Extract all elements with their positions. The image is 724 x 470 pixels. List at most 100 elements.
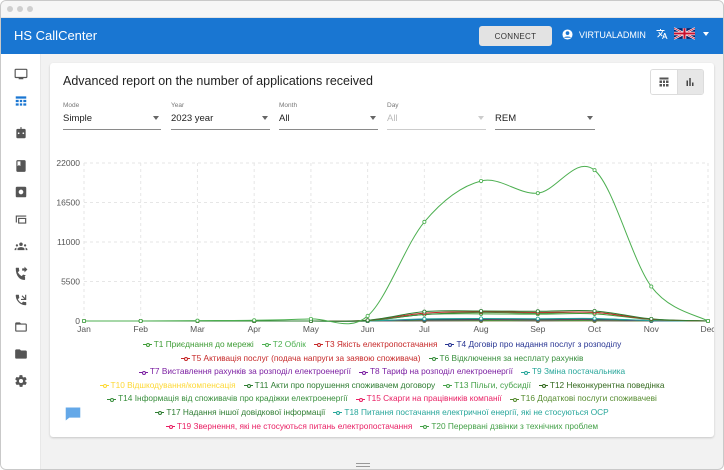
legend-marker-icon (538, 384, 548, 389)
x-tick-label: Sep (530, 324, 545, 334)
legend-label: T10 Відшкодування/компенсація (110, 379, 236, 390)
chart-view-button[interactable] (676, 70, 703, 94)
legend-item[interactable]: T1 Приєднання до мережі (142, 338, 254, 352)
legend-label: T18 Питання постачання електричної енерг… (344, 406, 609, 417)
legend-item[interactable]: T9 Зміна постачальника (520, 365, 626, 379)
legend-label: T20 Перервані дзвінки з технічних пробле… (431, 420, 599, 431)
legend-item[interactable]: T17 Надання іншої довідкової інформації (155, 406, 325, 420)
legend-item[interactable]: T8 Тариф на розподіл електроенергії (358, 365, 513, 379)
phone-forward-icon[interactable] (14, 266, 28, 280)
year-select[interactable]: Year 2023 year (171, 102, 270, 130)
gear-icon[interactable] (14, 374, 28, 388)
app-title: HS CallCenter (14, 28, 98, 43)
legend-label: T9 Зміна постачальника (531, 366, 626, 377)
x-tick-label: Jan (77, 324, 91, 334)
data-point (479, 308, 484, 313)
legend-item[interactable]: T15 Скарги на працівників компанії (355, 392, 502, 406)
rem-select[interactable]: REM (495, 102, 595, 130)
book-icon[interactable] (14, 159, 28, 173)
legend-item[interactable]: T20 Перервані дзвінки з технічних пробле… (420, 420, 598, 434)
report-title: Advanced report on the number of applica… (63, 74, 373, 88)
legend-label: T16 Додаткові послуги споживачеві (520, 393, 657, 404)
day-select[interactable]: Day All (387, 102, 486, 130)
phone-incoming-icon[interactable] (14, 293, 28, 307)
legend-item[interactable]: T13 Пільги, субсидії (443, 379, 531, 393)
folder-icon[interactable] (14, 347, 28, 361)
table-view-button[interactable] (651, 70, 677, 94)
legend-marker-icon (333, 411, 343, 416)
screens-icon[interactable] (14, 212, 28, 226)
legend-marker-icon (107, 397, 117, 402)
folder-outline-icon[interactable] (14, 320, 28, 334)
x-tick-label: Nov (644, 324, 660, 334)
translate-icon (656, 28, 668, 39)
legend-marker-icon (428, 356, 438, 361)
rem-label (495, 102, 595, 112)
legend-marker-icon (358, 370, 368, 375)
mode-select[interactable]: Mode Simple (63, 102, 161, 130)
legend-marker-icon (443, 384, 453, 389)
legend-item[interactable]: T2 Облік (261, 338, 306, 352)
language-selector[interactable] (656, 27, 709, 40)
window-dot[interactable] (17, 6, 23, 12)
x-tick-label: Jun (361, 324, 375, 334)
mode-value: Simple (63, 113, 93, 124)
legend-label: T15 Скарги на працівників компанії (366, 393, 502, 404)
data-point (479, 178, 484, 183)
resize-handle[interactable] (356, 463, 370, 467)
window-dot[interactable] (7, 6, 13, 12)
table-icon[interactable] (14, 94, 28, 108)
legend-item[interactable]: T19 Звернення, які не стосуються питань … (165, 420, 412, 434)
legend-label: T1 Приєднання до мережі (153, 339, 254, 349)
user-menu[interactable]: VIRTUALADMIN (562, 29, 646, 40)
group-icon[interactable] (14, 239, 28, 253)
monitor-icon[interactable] (14, 67, 28, 81)
data-point (365, 318, 370, 323)
legend-row: T14 Інформація від споживачів про крадіж… (50, 392, 714, 406)
data-point (308, 316, 313, 321)
line-chart: 0 5500 11000 16500 22000 Jan Feb Mar Apr May Jun Ju… (56, 158, 714, 334)
settings-box-icon[interactable] (14, 185, 28, 199)
day-value: All (387, 113, 398, 124)
window-dot[interactable] (27, 6, 33, 12)
legend-item[interactable]: T3 Якість електропостачання (313, 338, 437, 352)
legend-label: T6 Відключення за несплату рахунків (439, 352, 584, 363)
username: VIRTUALADMIN (579, 29, 646, 40)
data-point (649, 316, 654, 321)
chevron-down-icon (262, 116, 268, 120)
data-point (195, 318, 200, 323)
account-circle-icon (562, 29, 573, 40)
legend-marker-icon (155, 411, 165, 416)
month-select[interactable]: Month All (279, 102, 378, 130)
legend-item[interactable]: T11 Акти про порушення споживачем догово… (243, 379, 435, 393)
legend-marker-icon (165, 424, 175, 429)
chat-icon[interactable] (64, 406, 82, 422)
legend-item[interactable]: T18 Питання постачання електричної енерг… (333, 406, 609, 420)
robot-icon[interactable] (14, 126, 28, 140)
legend-item[interactable]: T12 Неконкурентна поведінка (538, 379, 664, 393)
legend-marker-icon (355, 397, 365, 402)
legend-item[interactable]: T6 Відключення за несплату рахунків (428, 352, 584, 366)
legend-item[interactable]: T4 Договір про надання послуг з розподіл… (445, 338, 621, 352)
data-point (365, 313, 370, 318)
x-tick-label: Mar (190, 324, 205, 334)
y-tick-label: 16500 (56, 198, 80, 208)
legend-item[interactable]: T5 Активація послуг (подача напруги за з… (180, 352, 421, 366)
legend-item[interactable]: T7 Виставлення рахунків за розподіл елек… (138, 365, 351, 379)
app-bar: HS CallCenter CONNECT VIRTUALADMIN (1, 18, 723, 54)
x-tick-label: Apr (248, 324, 261, 334)
legend-item[interactable]: T10 Відшкодування/компенсація (99, 379, 236, 393)
data-point (535, 309, 540, 314)
y-tick-label: 22000 (56, 158, 80, 168)
y-tick-label: 11000 (57, 237, 80, 247)
connect-button[interactable]: CONNECT (479, 26, 552, 46)
legend-row: T10 Відшкодування/компенсація T11 Акти пр… (50, 379, 714, 393)
legend-row: T1 Приєднання до мережі T2 Облік T3 Якість… (50, 338, 714, 352)
legend-item[interactable]: T16 Додаткові послуги споживачеві (509, 392, 657, 406)
legend-item[interactable]: T14 Інформація від споживачів про крадіж… (107, 392, 348, 406)
data-point (535, 191, 540, 196)
legend-label: T7 Виставлення рахунків за розподіл елек… (149, 366, 351, 377)
legend-row: T5 Активація послуг (подача напруги за з… (50, 352, 714, 366)
data-point (535, 316, 540, 321)
